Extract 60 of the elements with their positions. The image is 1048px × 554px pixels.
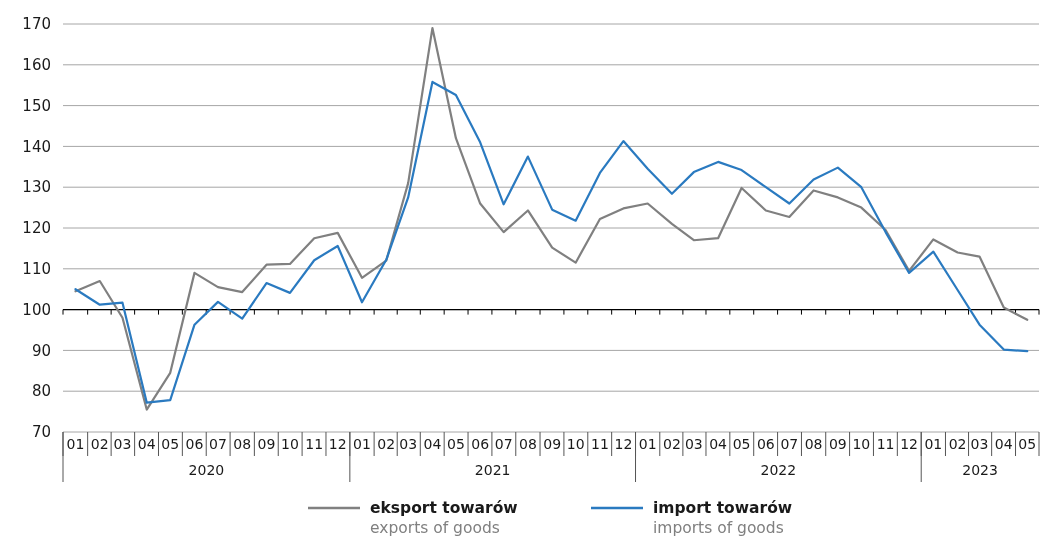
x-tick-label: 07 [780, 436, 799, 452]
x-tick-label: 10 [852, 436, 871, 452]
x-tick-label: 08 [519, 436, 537, 452]
x-tick-label: 03 [970, 436, 989, 452]
x-tick-label: 12 [328, 436, 347, 452]
x-tick-label: 06 [756, 436, 775, 452]
x-tick-label: 06 [185, 436, 204, 452]
x-tick-label: 01 [66, 436, 85, 452]
text: 2022 [760, 462, 797, 478]
x-tick-label: 06 [471, 436, 490, 452]
x-tick-label: 10 [566, 436, 585, 452]
text: 2020 [188, 462, 225, 478]
x-tick-label: 11 [876, 436, 895, 452]
line-series [74, 26, 1029, 411]
x-tick-label: 02 [663, 436, 681, 452]
x-tick-label: 11 [591, 436, 609, 452]
x-tick-label: 04 [709, 436, 728, 452]
x-tick-label: 12 [614, 436, 633, 452]
x-tick-label: 05 [732, 436, 751, 452]
legend-label: eksport towarów exports of goods [370, 499, 518, 537]
y-tick-label: 160 [22, 56, 51, 75]
x-tick-label: 01 [638, 436, 657, 452]
x-tick-label: 04 [137, 436, 156, 452]
x-tick-label: 10 [281, 436, 299, 452]
x-tick-label: 07 [494, 436, 513, 452]
x-tick-label: 02 [90, 436, 109, 452]
x-tick-label: 04 [423, 436, 442, 452]
x-tick-label: 05 [1018, 436, 1037, 452]
line-series [74, 80, 1029, 404]
y-tick-label: 150 [22, 96, 51, 115]
x-tick-label: 09 [257, 436, 276, 452]
y-tick-label: 80 [31, 382, 51, 401]
y-tick-label: 110 [22, 260, 51, 279]
text: 2023 [962, 462, 998, 478]
y-tick-label: 90 [31, 341, 51, 360]
x-tick-label: 12 [900, 436, 918, 452]
y-tick-label: 120 [22, 219, 51, 238]
x-tick-label: 04 [994, 436, 1013, 452]
x-tick-label: 07 [209, 436, 227, 452]
legend-label: import towarów imports of goods [653, 499, 793, 537]
x-tick-label: 11 [305, 436, 324, 452]
x-tick-label: 09 [828, 436, 847, 452]
text: 2021 [474, 462, 511, 478]
y-tick-label: 140 [22, 137, 51, 156]
y-tick-label: 170 [22, 15, 51, 34]
x-tick-label: 05 [161, 436, 180, 452]
x-tick-label: 03 [113, 436, 132, 452]
x-tick-label: 02 [377, 436, 396, 452]
x-tick-label: 03 [684, 436, 703, 452]
x-tick-label: 09 [543, 436, 562, 452]
y-tick-label: 70 [31, 423, 51, 442]
x-tick-label: 03 [399, 436, 418, 452]
x-tick-label: 08 [804, 436, 823, 452]
x-tick-label: 05 [446, 436, 465, 452]
x-tick-label: 01 [924, 436, 943, 452]
x-tick-label: 01 [353, 436, 371, 452]
y-tick-label: 100 [22, 300, 51, 319]
x-tick-label: 08 [233, 436, 252, 452]
x-tick-label: 02 [948, 436, 967, 452]
y-tick-label: 130 [22, 178, 51, 197]
